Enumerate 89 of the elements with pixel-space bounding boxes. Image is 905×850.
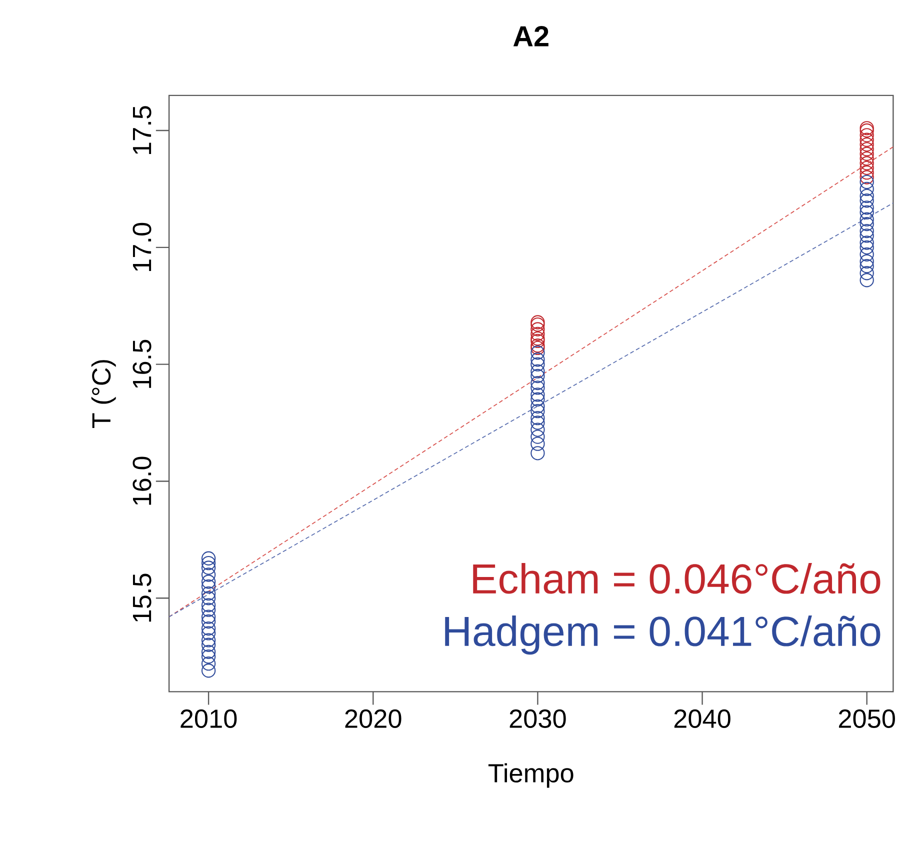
point: [530, 357, 545, 372]
chart-title: A2: [513, 26, 548, 46]
point: [860, 266, 874, 280]
y-tick-label: 15.5: [133, 574, 152, 622]
point: [530, 388, 545, 402]
point: [201, 579, 216, 594]
point: [860, 216, 874, 232]
point: [860, 156, 874, 170]
point: [860, 258, 874, 274]
point: [860, 165, 874, 180]
point: [530, 334, 545, 348]
point: [201, 610, 216, 624]
point: [201, 638, 216, 652]
annotation: Echam = 0.046°C/año: [473, 562, 880, 594]
point: [860, 182, 874, 196]
point: [530, 376, 545, 390]
point: [860, 170, 874, 184]
x-tick-label: 2020: [345, 709, 402, 728]
point: [201, 656, 216, 671]
point: [860, 121, 874, 136]
point: [201, 614, 216, 629]
point: [530, 315, 545, 330]
point: [530, 346, 545, 360]
point: [530, 404, 545, 418]
point: [860, 247, 874, 262]
point: [530, 410, 545, 426]
point: [201, 602, 216, 617]
point: [201, 560, 216, 575]
y-axis-title: T (°C): [91, 360, 116, 428]
point: [201, 626, 216, 640]
point: [201, 551, 216, 566]
x-tick-label: 2010: [180, 709, 237, 728]
point: [530, 340, 545, 355]
point: [530, 436, 545, 451]
point: [860, 236, 874, 250]
point: [860, 128, 874, 142]
point: [860, 146, 874, 161]
point: [530, 399, 545, 414]
x-tick-label: 2050: [838, 709, 895, 728]
point: [860, 151, 874, 166]
y-tick-label: 16.0: [132, 456, 152, 505]
point: [860, 142, 874, 156]
annotation: Hadgem = 0.041°C/año: [445, 615, 880, 655]
point: [530, 422, 545, 437]
point: [201, 664, 216, 678]
point: [860, 240, 874, 254]
point: [860, 132, 874, 147]
point: [860, 224, 874, 238]
point: [530, 392, 545, 406]
point: [530, 331, 545, 346]
point: [201, 598, 216, 612]
point: [530, 430, 545, 444]
point: [860, 194, 874, 208]
point: [530, 446, 545, 460]
point: [201, 633, 216, 648]
point: [860, 273, 874, 288]
point: [530, 317, 545, 332]
point: [530, 338, 545, 353]
point: [530, 364, 545, 378]
point: [530, 416, 545, 430]
point: [201, 586, 216, 601]
point: [201, 574, 216, 589]
point: [201, 649, 216, 664]
point: [201, 556, 216, 570]
point: [530, 368, 545, 384]
point: [860, 188, 874, 204]
x-tick-label: 2040: [674, 709, 730, 728]
point: [860, 212, 874, 226]
point: [530, 380, 545, 395]
x-axis-title: Tiempo: [488, 763, 574, 788]
y-tick-label: 17.0: [132, 222, 152, 271]
point: [860, 160, 874, 175]
point: [860, 200, 874, 215]
y-tick-label: 16.5: [132, 340, 152, 388]
point: [201, 644, 216, 659]
point: [201, 591, 216, 606]
point: [530, 322, 545, 336]
point: [860, 205, 874, 220]
point: [860, 228, 874, 243]
x-tick-label: 2030: [510, 709, 566, 728]
point: [860, 123, 874, 138]
point: [201, 568, 216, 582]
point: [530, 352, 545, 367]
point: [860, 174, 874, 189]
point: [860, 254, 874, 268]
point: [860, 137, 874, 152]
y-tick-label: 17.5: [133, 106, 152, 154]
point: [201, 621, 216, 636]
point: [530, 326, 545, 341]
